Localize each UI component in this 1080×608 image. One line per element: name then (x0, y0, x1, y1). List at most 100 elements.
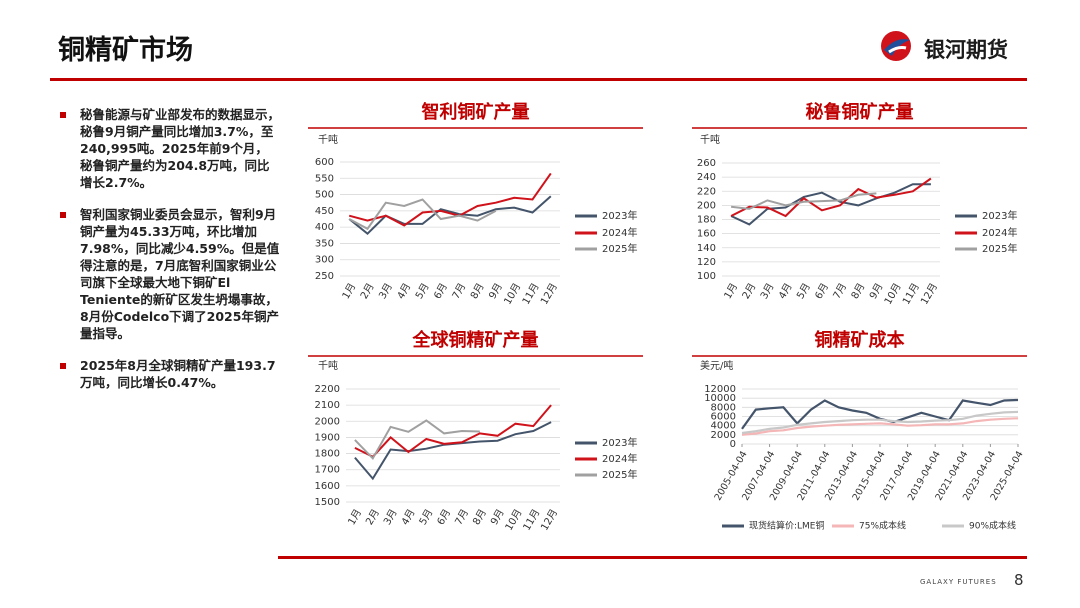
x-tick-label: 2月 (363, 507, 382, 527)
x-tick-label: 3月 (376, 281, 395, 301)
x-tick-label: 10月 (503, 507, 525, 533)
x-tick-label: 10月 (502, 281, 524, 307)
x-tick-label: 6月 (435, 507, 454, 527)
footer-rule (278, 556, 1027, 559)
bullet: 2025年8月全球铜精矿产量193.7万吨，同比增长0.47%。 (60, 357, 280, 391)
y-tick-label: 400 (315, 222, 334, 233)
legend-label: 90%成本线 (969, 520, 1016, 532)
x-tick-label: 5月 (794, 281, 813, 301)
y-tick-label: 450 (315, 206, 334, 217)
x-tick-label: 4月 (776, 281, 795, 301)
x-tick-label: 6月 (813, 281, 832, 301)
x-tick-label: 1月 (340, 281, 359, 301)
series-line (741, 410, 1019, 435)
x-tick-label: 2月 (740, 281, 759, 301)
legend-label: 2024年 (602, 452, 637, 465)
footer-company: GALAXY FUTURES (920, 578, 997, 586)
logo (881, 31, 911, 61)
series-line (354, 419, 480, 461)
x-tick-label: 8月 (468, 281, 487, 301)
y-tick-label: 500 (315, 190, 334, 201)
y-tick-label: 160 (697, 229, 716, 240)
legend-label: 2023年 (602, 209, 637, 222)
slide-title: 铜精矿市场 (58, 35, 193, 66)
series-line (741, 398, 1019, 430)
legend-label: 2023年 (602, 436, 637, 449)
series-line (354, 404, 552, 459)
series-line (348, 195, 552, 236)
y-tick-label: 180 (697, 215, 716, 226)
series-line (354, 421, 552, 481)
y-tick-label: 2200 (315, 384, 340, 395)
unit-label: 美元/吨 (700, 359, 733, 372)
series-line (741, 417, 1019, 436)
x-tick-label: 11月 (900, 281, 922, 307)
x-tick-label: 11月 (520, 281, 542, 307)
x-tick-label: 7月 (453, 507, 472, 527)
x-tick-label: 7月 (450, 281, 469, 301)
x-tick-label: 9月 (486, 281, 505, 301)
x-tick-label: 5月 (413, 281, 432, 301)
chart-title: 全球铜精矿产量 (412, 329, 539, 351)
x-tick-label: 4月 (399, 507, 418, 527)
y-tick-label: 4000 (711, 421, 736, 432)
y-tick-label: 250 (315, 271, 334, 282)
series-line (348, 172, 552, 227)
x-tick-label: 1月 (722, 281, 741, 301)
x-tick-label: 3月 (381, 507, 400, 527)
y-tick-label: 1700 (315, 465, 340, 476)
x-tick-label: 9月 (867, 281, 886, 301)
brand: 银河期货 (924, 38, 1008, 62)
legend-label: 现货结算价:LME铜 (749, 520, 825, 532)
x-tick-label: 11月 (521, 507, 543, 533)
y-tick-label: 2000 (711, 430, 736, 441)
x-tick-label: 8月 (470, 507, 489, 527)
y-tick-label: 600 (315, 157, 334, 168)
unit-label: 千吨 (318, 359, 338, 372)
y-tick-label: 1800 (315, 449, 340, 460)
legend-label: 2024年 (602, 226, 637, 239)
y-tick-label: 2100 (315, 400, 340, 411)
chart-title: 智利铜矿产量 (422, 101, 530, 123)
x-tick-label: 3月 (758, 281, 777, 301)
y-tick-label: 100 (697, 271, 716, 282)
y-tick-label: 10000 (704, 393, 736, 404)
y-tick-label: 300 (315, 255, 334, 266)
series-line (730, 177, 932, 218)
unit-label: 千吨 (700, 133, 720, 146)
bullet: 智利国家铜业委员会显示，智利9月铜产量为45.33万吨，环比增加7.98%，同比… (60, 206, 280, 342)
x-tick-label: 7月 (831, 281, 850, 301)
x-tick-label: 12月 (539, 507, 561, 533)
y-tick-label: 1600 (315, 481, 340, 492)
y-tick-label: 240 (697, 172, 716, 183)
series-line (730, 183, 931, 226)
chart-title: 秘鲁铜矿产量 (806, 101, 914, 123)
x-tick-label: 10月 (882, 281, 904, 307)
x-tick-label: 6月 (431, 281, 450, 301)
y-tick-label: 2000 (315, 416, 340, 427)
bullet-list: 秘鲁能源与矿业部发布的数据显示，秘鲁9月铜产量同比增加3.7%，至240,995… (60, 106, 280, 406)
y-tick-label: 550 (315, 173, 334, 184)
legend-label: 2025年 (602, 468, 637, 481)
series-line (730, 192, 877, 210)
legend-label: 75%成本线 (859, 520, 906, 532)
chart-title: 铜精矿成本 (815, 329, 905, 351)
x-tick-label: 4月 (395, 281, 414, 301)
x-tick-label: 2月 (358, 281, 377, 301)
legend-label: 2025年 (602, 242, 637, 255)
x-tick-label: 12月 (918, 281, 940, 307)
y-tick-label: 0 (730, 439, 736, 450)
y-tick-label: 120 (697, 257, 716, 268)
header-rule (50, 78, 1027, 81)
y-tick-label: 12000 (704, 384, 736, 395)
y-tick-label: 140 (697, 243, 716, 254)
legend-label: 2023年 (982, 209, 1017, 222)
y-tick-label: 1900 (315, 432, 340, 443)
y-tick-label: 260 (697, 158, 716, 169)
x-tick-label: 1月 (346, 507, 365, 527)
bullet: 秘鲁能源与矿业部发布的数据显示，秘鲁9月铜产量同比增加3.7%，至240,995… (60, 106, 280, 191)
unit-label: 千吨 (318, 133, 338, 146)
y-tick-label: 200 (697, 200, 716, 211)
